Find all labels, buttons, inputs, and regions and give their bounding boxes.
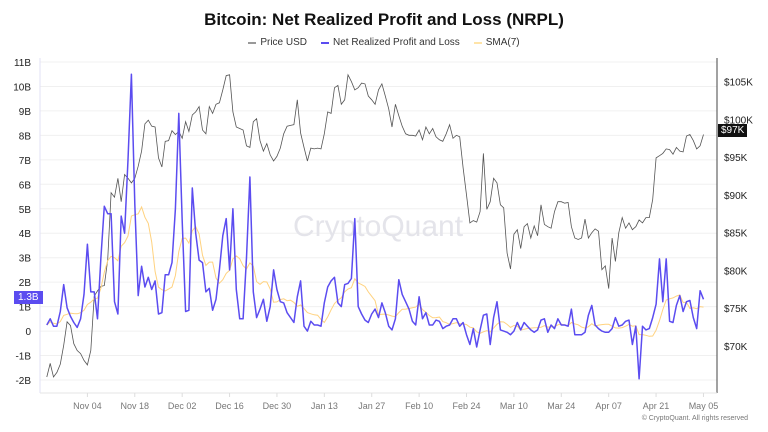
- nrpl-line: [46, 73, 705, 380]
- left-tick-label: 0: [25, 327, 31, 338]
- legend-swatch-price: [248, 41, 257, 44]
- left-tick-label: 2B: [19, 278, 32, 289]
- legend: Price USD Net Realized Profit and Loss S…: [0, 37, 768, 48]
- legend-item-price[interactable]: Price USD: [248, 37, 307, 48]
- series-lines: [46, 73, 705, 380]
- legend-swatch-sma: [473, 41, 482, 44]
- right-tick-label: $95K: [724, 153, 748, 164]
- x-tick-label: Jan 13: [311, 401, 338, 411]
- x-tick-label: Feb 10: [405, 401, 433, 411]
- left-tick-label: 5B: [19, 205, 32, 216]
- x-tick-label: Apr 07: [595, 401, 622, 411]
- watermark: CryptoQuant: [293, 210, 464, 243]
- left-tick-label: 6B: [19, 180, 32, 191]
- left-tick-label: 7B: [19, 156, 32, 167]
- right-tick-label: $105K: [724, 78, 753, 89]
- sma7-line: [46, 205, 704, 337]
- left-tick-label: 3B: [19, 254, 32, 265]
- right-tick-label: $75K: [724, 304, 748, 315]
- x-tick-label: May 05: [689, 401, 719, 411]
- legend-item-sma[interactable]: SMA(7): [473, 37, 520, 48]
- right-tick-label: $70K: [724, 342, 748, 353]
- x-tick-label: Mar 10: [500, 401, 528, 411]
- legend-swatch-nrpl: [321, 41, 330, 44]
- left-tick-label: 11B: [14, 58, 31, 69]
- nrpl-current-value-tag: 1.3B: [14, 291, 43, 304]
- price-usd-line: [46, 73, 704, 378]
- x-tick-label: Nov 18: [121, 401, 150, 411]
- left-tick-label: 8B: [19, 131, 32, 142]
- price-current-value-tag: $97K: [718, 124, 748, 137]
- x-tick-label: Nov 04: [73, 401, 102, 411]
- x-tick-label: Dec 02: [168, 401, 197, 411]
- right-tick-label: $85K: [724, 229, 748, 240]
- legend-label-sma: SMA(7): [485, 37, 520, 48]
- right-tick-label: $80K: [724, 266, 748, 277]
- left-tick-label: 1B: [19, 303, 32, 314]
- left-tick-label: -1B: [15, 352, 31, 363]
- x-tick-label: Apr 21: [643, 401, 670, 411]
- x-tick-label: Feb 24: [452, 401, 480, 411]
- legend-label-price: Price USD: [260, 37, 308, 48]
- chart-title: Bitcoin: Net Realized Profit and Loss (N…: [204, 10, 564, 29]
- right-tick-label: $100K: [724, 115, 753, 126]
- copyright: © CryptoQuant. All rights reserved: [641, 415, 748, 422]
- left-tick-label: 4B: [19, 229, 32, 240]
- x-tick-label: Dec 16: [215, 401, 244, 411]
- axes: 11B 10B 9B 8B 7B 6B 5B 4B 3B 2B 1B 0 -1B -2B $105K $100…: [13, 58, 753, 411]
- right-tick-label: $90K: [724, 191, 748, 202]
- x-tick-label: Dec 30: [263, 401, 292, 411]
- gridlines: [40, 61, 717, 381]
- left-tick-label: -2B: [15, 376, 31, 387]
- left-tick-label: 10B: [13, 82, 31, 93]
- x-tick-label: Mar 24: [547, 401, 575, 411]
- legend-label-nrpl: Net Realized Profit and Loss: [333, 37, 460, 48]
- legend-item-nrpl[interactable]: Net Realized Profit and Loss: [321, 37, 460, 48]
- left-tick-label: 9B: [19, 107, 32, 118]
- x-tick-label: Jan 27: [358, 401, 385, 411]
